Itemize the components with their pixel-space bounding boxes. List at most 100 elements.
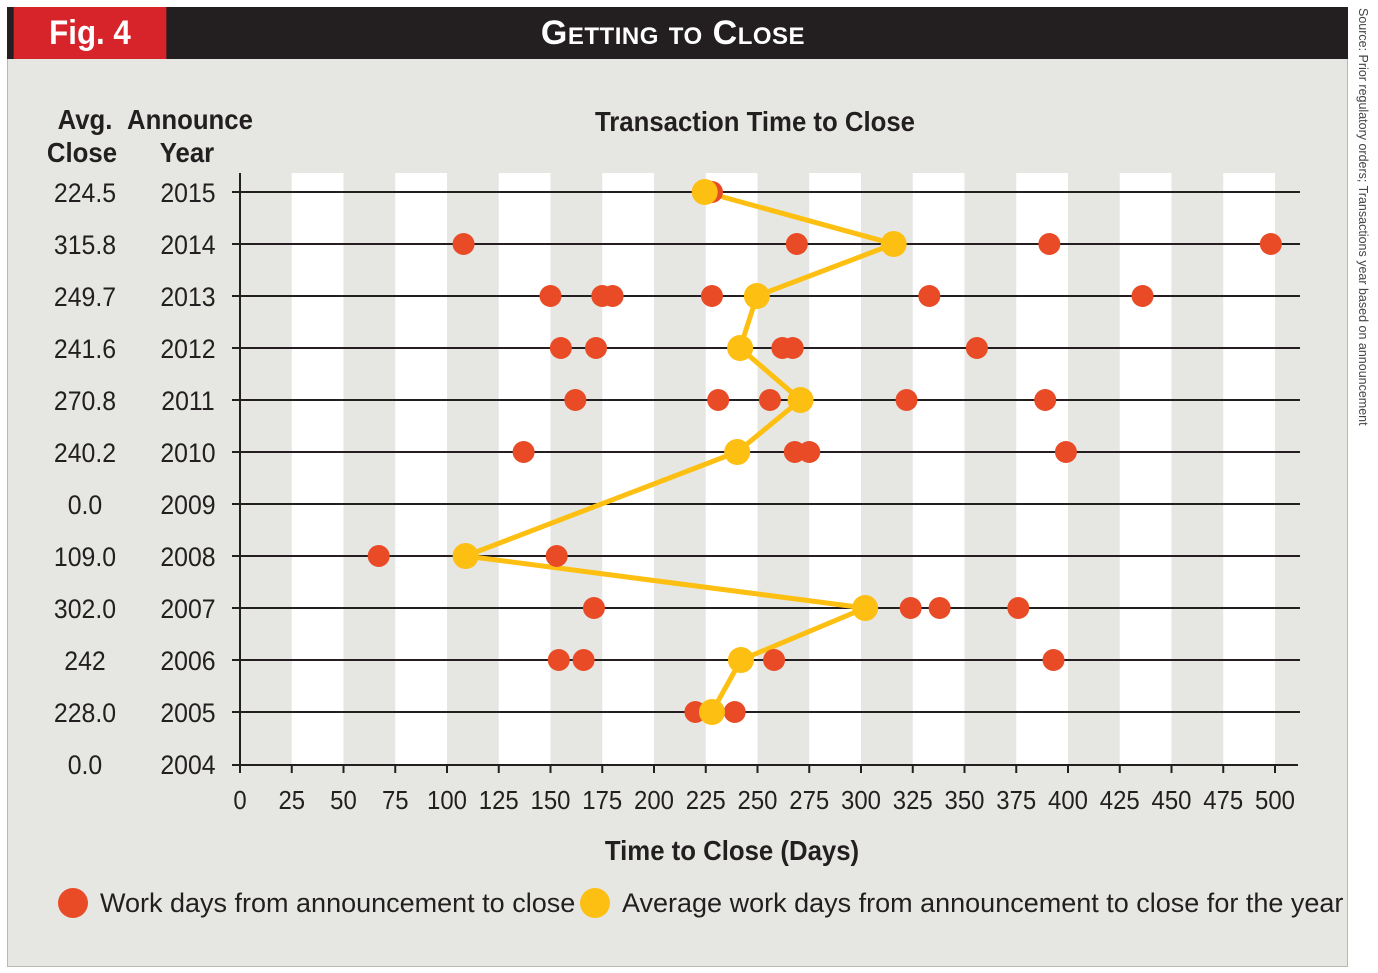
data-point-dot [545, 545, 568, 567]
column-header-year: Year [160, 137, 215, 168]
data-point-dot [918, 285, 941, 307]
x-tick-label: 75 [382, 786, 409, 815]
average-point-dot [452, 543, 479, 569]
data-point-dot [895, 389, 918, 411]
year-label: 2015 [160, 179, 215, 208]
stripe-band [1223, 173, 1275, 765]
data-point-dot [367, 545, 390, 567]
legend-label-average: Average work days from announcement to c… [622, 887, 1344, 918]
x-tick-label: 175 [582, 786, 622, 815]
average-trend-line [463, 189, 897, 714]
average-point-dot [698, 699, 725, 725]
data-point-dot [965, 337, 988, 359]
year-label: 2011 [161, 387, 214, 416]
data-point-dot [547, 649, 570, 671]
data-point-dot [601, 285, 624, 307]
stripe-band [1119, 173, 1172, 765]
year-label: 2007 [160, 595, 215, 624]
data-point-dot [899, 597, 922, 619]
x-tick-label: 375 [996, 786, 1036, 815]
data-point-dot [798, 441, 821, 463]
data-point-dot [758, 389, 781, 411]
column-header-close: Close [47, 137, 117, 168]
x-tick-label: 0 [233, 786, 246, 815]
data-points [367, 181, 1282, 723]
avg-close-label: 228.0 [54, 699, 116, 728]
data-point-dot [512, 441, 535, 463]
average-line [463, 189, 897, 714]
x-tick-label: 325 [893, 786, 933, 815]
year-label: 2006 [160, 647, 215, 676]
column-header-announce: Announce [127, 104, 253, 135]
data-point-dot [1042, 649, 1065, 671]
x-tick-label: 300 [841, 786, 881, 815]
x-tick-label: 100 [427, 786, 467, 815]
avg-close-label: 315.8 [54, 231, 116, 260]
x-tick-label: 400 [1048, 786, 1088, 815]
x-tick-label: 25 [278, 786, 305, 815]
data-point-dot [1007, 597, 1030, 619]
figure-number-badge: Fig. 4 [13, 7, 167, 59]
year-label: 2005 [160, 699, 215, 728]
avg-close-label: 249.7 [54, 283, 116, 312]
column-header-avg: Avg. [58, 104, 113, 135]
stripe-band [1016, 173, 1068, 765]
avg-close-label: 270.8 [54, 387, 116, 416]
average-point-dot [727, 647, 754, 673]
red-dot-icon [58, 888, 88, 918]
average-point-dot [743, 283, 770, 309]
average-point-dot [787, 387, 814, 413]
avg-close-label: 241.6 [54, 335, 116, 364]
data-point-dot [1259, 233, 1282, 255]
x-tick-label: 450 [1152, 786, 1192, 815]
data-point-dot [452, 233, 475, 255]
x-tick-label: 150 [531, 786, 571, 815]
x-tick-label: 475 [1203, 786, 1243, 815]
average-point-dot [852, 595, 879, 621]
average-point-dot [880, 231, 907, 257]
x-tick-label: 225 [686, 786, 726, 815]
figure-title: Getting to Close [540, 14, 806, 52]
year-label: 2009 [160, 491, 215, 520]
avg-close-label: 302.0 [54, 595, 116, 624]
avg-close-label: 242 [64, 647, 105, 676]
data-point-dot [572, 649, 595, 671]
x-tick-label: 125 [479, 786, 519, 815]
x-tick-label: 275 [789, 786, 829, 815]
data-point-dot [707, 389, 730, 411]
avg-close-label: 0.0 [68, 491, 103, 520]
stripe-band [498, 173, 551, 765]
x-tick-label: 350 [945, 786, 985, 815]
data-point-dot [723, 701, 746, 723]
x-tick-label: 50 [330, 786, 357, 815]
row-gridlines [232, 191, 1300, 713]
background-stripes [291, 173, 1275, 765]
stripe-band [291, 173, 344, 765]
x-tick-label: 500 [1255, 786, 1295, 815]
chart-title: Transaction Time to Close [595, 106, 915, 137]
avg-close-label: 224.5 [54, 179, 116, 208]
data-point-dot [785, 233, 808, 255]
stripe-band [395, 173, 447, 765]
avg-close-label: 240.2 [54, 439, 116, 468]
stripe-band [912, 173, 965, 765]
x-axis-ticks: 0 25 50 75 100 125 150 175 200 225 250 275 300 325 350… [233, 765, 1295, 815]
data-point-dot [928, 597, 951, 619]
legend-label-work-days: Work days from announcement to close [100, 887, 576, 918]
header-bar [7, 7, 1348, 59]
year-label: 2008 [160, 543, 215, 572]
data-point-dot [700, 285, 723, 307]
x-axis-title: Time to Close (Days) [605, 835, 859, 866]
data-point-dot [585, 337, 608, 359]
average-point-dot [727, 335, 754, 361]
data-point-dot [549, 337, 572, 359]
data-point-dot [763, 649, 786, 671]
data-point-dot [582, 597, 605, 619]
x-tick-label: 200 [634, 786, 674, 815]
x-tick-label: 250 [738, 786, 778, 815]
year-label: 2013 [160, 283, 215, 312]
data-point-dot [1034, 389, 1057, 411]
data-point-dot [539, 285, 562, 307]
